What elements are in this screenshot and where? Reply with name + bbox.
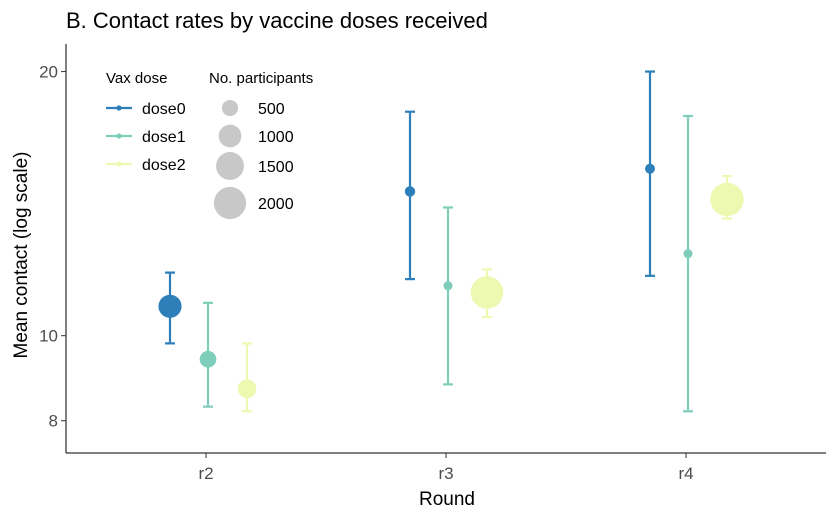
data-point (443, 281, 453, 291)
legend-label-dose2: dose2 (142, 157, 186, 174)
x-tick-label: r4 (678, 464, 693, 483)
x-tick-label: r2 (198, 464, 213, 483)
legend-size-label: 1000 (258, 129, 294, 146)
x-tick-label: r3 (438, 464, 453, 483)
legend-size-label: 2000 (258, 196, 294, 213)
y-tick-label: 10 (39, 327, 58, 346)
chart-title: B. Contact rates by vaccine doses receiv… (66, 8, 488, 33)
series-dose2 (237, 175, 744, 413)
data-point (710, 182, 744, 217)
legend-label-dose1: dose1 (142, 129, 186, 146)
legend-key-point (116, 161, 122, 167)
data-point (404, 186, 416, 197)
legend-label-dose0: dose0 (142, 101, 186, 118)
data-point (237, 379, 257, 399)
data-point (158, 294, 182, 318)
axes: 8 10 20 r2 r3 r4 (39, 44, 826, 483)
legend-size-circle (213, 186, 247, 220)
legend: Vax dose dose0 dose1 dose2 No. participants 5… (106, 70, 313, 220)
y-tick-label: 8 (49, 412, 58, 431)
x-axis-title: Round (419, 489, 475, 510)
series-dose0 (158, 70, 655, 345)
legend-size-circle (218, 124, 242, 148)
legend-title-dose: Vax dose (106, 70, 167, 87)
legend-size-label: 500 (258, 101, 285, 118)
legend-size-circle (216, 152, 244, 180)
series-layer (158, 70, 744, 413)
data-point (683, 249, 693, 259)
legend-title-size: No. participants (209, 70, 313, 87)
legend-size-circle (221, 99, 239, 117)
data-point (645, 163, 655, 174)
y-tick-label: 20 (39, 63, 58, 82)
legend-size-label: 1500 (258, 159, 294, 176)
series-dose1 (199, 114, 693, 413)
data-point (470, 276, 504, 309)
data-point (199, 350, 217, 368)
legend-key-point (116, 133, 122, 139)
y-axis-title: Mean contact (log scale) (11, 152, 32, 359)
legend-key-point (116, 105, 122, 111)
